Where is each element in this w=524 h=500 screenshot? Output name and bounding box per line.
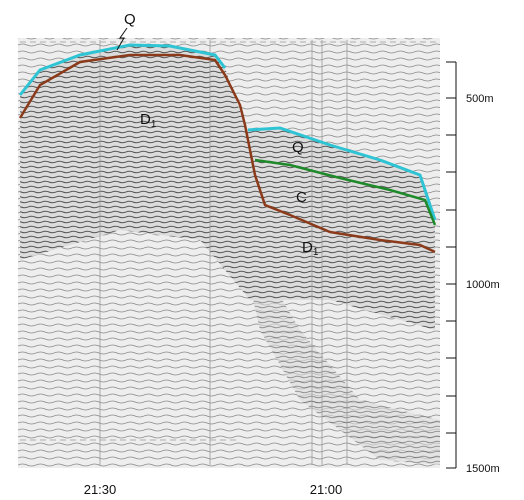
depth-label: 1000m [466, 279, 500, 291]
seafloor-horizon [18, 43, 227, 96]
survey-lines [20, 40, 440, 465]
time-label: 21:00 [310, 482, 343, 497]
depth-label: 500m [466, 93, 494, 105]
leader-line [116, 27, 128, 51]
depth-label: 1500m [466, 463, 500, 475]
horizon-label: D1 [140, 111, 157, 130]
c-horizon [254, 158, 437, 226]
horizon-label: Q [292, 139, 304, 156]
reflector-zone [20, 45, 435, 330]
d1-horizon [18, 53, 436, 254]
seafloor-horizon [247, 126, 437, 221]
horizon-label: C [296, 189, 307, 206]
horizon-label: D1 [302, 239, 319, 258]
reflector-zone [235, 220, 440, 465]
depth-axis [446, 61, 457, 469]
horizon-label: Q [124, 11, 136, 28]
time-label: 21:30 [84, 482, 117, 497]
